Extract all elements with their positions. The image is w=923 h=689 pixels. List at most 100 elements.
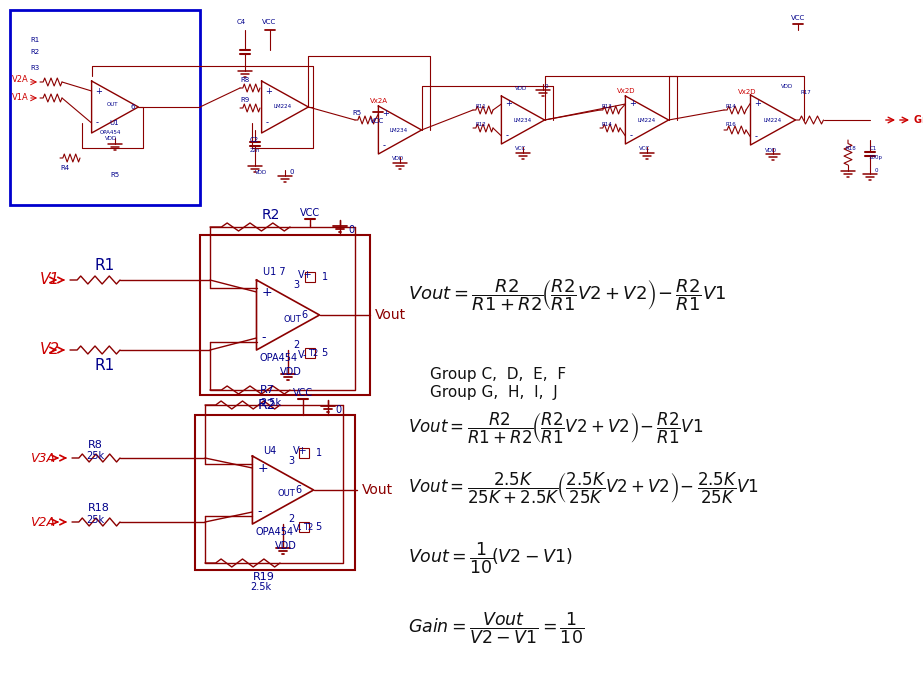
Text: C1: C1	[870, 145, 877, 150]
Text: V+: V+	[298, 270, 313, 280]
Text: Vx2D: Vx2D	[617, 88, 636, 94]
Text: VCC: VCC	[262, 19, 276, 25]
Text: $\mathit{Vout} = \dfrac{R2}{R1+R2}\!\left(\dfrac{R2}{R1}V2+V2\right)\!-\dfrac{R2: $\mathit{Vout} = \dfrac{R2}{R1+R2}\!\lef…	[408, 277, 726, 313]
Text: OPA454: OPA454	[260, 353, 298, 363]
Text: LM224: LM224	[273, 105, 291, 110]
Text: -: -	[382, 141, 386, 150]
Text: U4: U4	[263, 446, 276, 456]
Text: V3A: V3A	[30, 451, 55, 464]
Text: VDD: VDD	[765, 147, 777, 152]
Text: Group G,  H,  I,  J: Group G, H, I, J	[430, 386, 557, 400]
Text: VDD: VDD	[515, 85, 527, 90]
Text: 2.5k: 2.5k	[250, 582, 271, 592]
Text: LM224: LM224	[763, 118, 781, 123]
Text: C2: C2	[250, 137, 259, 143]
Text: 5: 5	[321, 348, 328, 358]
Text: +: +	[96, 87, 102, 96]
Text: LM224: LM224	[637, 118, 655, 123]
Text: -: -	[754, 132, 758, 141]
Text: R4: R4	[60, 165, 69, 171]
Text: +: +	[506, 99, 512, 108]
Text: +: +	[629, 99, 636, 108]
Text: LM234: LM234	[390, 127, 408, 132]
Text: 25k: 25k	[86, 451, 104, 461]
Text: T2: T2	[303, 522, 313, 531]
Text: V1A: V1A	[12, 92, 29, 101]
Text: OUT: OUT	[283, 314, 301, 324]
Text: VDD: VDD	[392, 156, 404, 161]
Text: 25k: 25k	[86, 515, 104, 525]
Text: R5: R5	[110, 172, 119, 178]
Text: VCC: VCC	[515, 147, 526, 152]
Text: R3: R3	[30, 65, 40, 71]
Text: V2A: V2A	[30, 515, 55, 528]
Text: LM234: LM234	[513, 118, 531, 123]
Text: $\mathit{Vout} = \dfrac{R2}{R1+R2}\!\left(\dfrac{R2}{R1}V2+V2\right)\!-\dfrac{R2: $\mathit{Vout} = \dfrac{R2}{R1+R2}\!\lef…	[408, 411, 703, 446]
Text: U1: U1	[109, 120, 119, 126]
Bar	[200, 235, 370, 395]
Text: VCC: VCC	[370, 118, 384, 124]
Text: -: -	[261, 331, 266, 344]
Text: U1 7: U1 7	[263, 267, 285, 277]
Text: VCC: VCC	[293, 388, 313, 398]
Text: -: -	[266, 119, 269, 127]
Text: -: -	[96, 119, 99, 127]
Text: -: -	[258, 506, 262, 519]
Text: Vout: Vout	[362, 483, 393, 497]
Text: 100p: 100p	[868, 156, 882, 161]
Text: VDD: VDD	[280, 367, 302, 377]
Text: 0: 0	[335, 405, 342, 415]
Text: R11: R11	[475, 103, 485, 108]
Text: R2: R2	[262, 208, 281, 222]
Text: R5: R5	[352, 110, 361, 116]
Text: +: +	[382, 110, 390, 119]
Text: C4: C4	[237, 19, 246, 25]
Text: R18: R18	[845, 145, 856, 150]
Text: -: -	[506, 132, 509, 141]
Bar	[305, 348, 315, 358]
Text: VDD: VDD	[105, 136, 117, 141]
Text: R7: R7	[260, 385, 275, 395]
Text: R2: R2	[258, 398, 276, 412]
Text: R1: R1	[95, 258, 115, 273]
Text: 0: 0	[290, 169, 294, 175]
Text: VCC: VCC	[791, 15, 805, 21]
Text: VDD: VDD	[255, 169, 268, 174]
Text: Vx2A: Vx2A	[370, 98, 388, 104]
Text: R9: R9	[240, 97, 249, 103]
Text: V2: V2	[40, 342, 60, 358]
Text: OPA454: OPA454	[100, 130, 122, 136]
Text: R19: R19	[253, 572, 275, 582]
Text: 6: 6	[130, 104, 135, 110]
Text: OUT: OUT	[278, 489, 295, 499]
Text: VCC: VCC	[300, 208, 320, 218]
Text: R14: R14	[602, 121, 613, 127]
Text: V-: V-	[293, 524, 303, 534]
Text: V2A: V2A	[12, 76, 29, 85]
Bar	[305, 272, 315, 282]
Text: R16: R16	[726, 121, 737, 127]
Text: -: -	[629, 132, 632, 141]
Text: 3: 3	[293, 280, 299, 290]
Text: OUT: OUT	[107, 103, 118, 107]
Text: V1: V1	[40, 273, 60, 287]
Text: V-: V-	[298, 350, 307, 360]
Bar	[299, 448, 308, 458]
Text: R13: R13	[602, 103, 613, 108]
Text: R8: R8	[240, 77, 249, 83]
Text: R12: R12	[475, 121, 485, 127]
Text: +: +	[261, 285, 272, 298]
Text: 2: 2	[293, 340, 299, 350]
Text: Vx2D: Vx2D	[738, 89, 757, 95]
Text: 1: 1	[321, 272, 328, 282]
Text: Group B: Group B	[914, 115, 923, 125]
Text: 6: 6	[302, 310, 307, 320]
Bar	[299, 522, 308, 532]
Text: VDD: VDD	[781, 85, 793, 90]
Text: OPA454: OPA454	[255, 527, 294, 537]
Text: 1: 1	[316, 448, 322, 458]
Text: 0: 0	[875, 167, 879, 172]
Text: +: +	[258, 462, 268, 475]
Text: R1: R1	[30, 37, 40, 43]
Text: $\mathit{Vout} = \dfrac{2.5K}{25K+2.5K}\!\left(\dfrac{2.5K}{25K}V2+V2\right)\!-\: $\mathit{Vout} = \dfrac{2.5K}{25K+2.5K}\…	[408, 471, 759, 506]
